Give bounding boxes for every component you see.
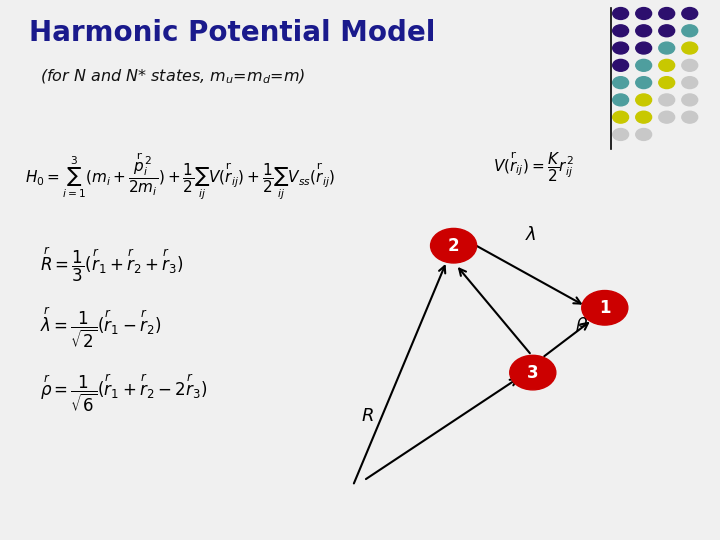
Circle shape	[613, 129, 629, 140]
Text: $\overset{r}{R}=\dfrac{1}{3}(\overset{r}{r}_1+\overset{r}{r}_2+\overset{r}{r}_3): $\overset{r}{R}=\dfrac{1}{3}(\overset{r}…	[40, 246, 184, 284]
Circle shape	[659, 94, 675, 106]
Circle shape	[682, 59, 698, 71]
Circle shape	[636, 8, 652, 19]
Circle shape	[431, 228, 477, 263]
Circle shape	[682, 8, 698, 19]
Circle shape	[636, 94, 652, 106]
Circle shape	[582, 291, 628, 325]
Text: $H_0=\sum_{i=1}^{3}(m_i+\dfrac{\overset{\mathtt{r}}{p}_i^{\,2}}{2m_i})+\dfrac{1}: $H_0=\sum_{i=1}^{3}(m_i+\dfrac{\overset{…	[25, 151, 336, 202]
Circle shape	[636, 42, 652, 54]
Text: $R$: $R$	[361, 407, 374, 425]
Circle shape	[659, 42, 675, 54]
Circle shape	[659, 25, 675, 37]
Text: 3: 3	[527, 363, 539, 382]
Text: (for N and N* states, m$_u$=m$_d$=m): (for N and N* states, m$_u$=m$_d$=m)	[40, 68, 305, 86]
Text: $\overset{r}{\lambda}=\dfrac{1}{\sqrt{2}}(\overset{r}{r}_1-\overset{r}{r}_2)$: $\overset{r}{\lambda}=\dfrac{1}{\sqrt{2}…	[40, 305, 161, 350]
Circle shape	[682, 25, 698, 37]
Text: $V(\overset{\mathtt{r}}{r}_{ij})=\dfrac{K}{2}r_{ij}^2$: $V(\overset{\mathtt{r}}{r}_{ij})=\dfrac{…	[493, 151, 574, 184]
Text: 2: 2	[448, 237, 459, 255]
Circle shape	[613, 59, 629, 71]
Text: $\lambda$: $\lambda$	[525, 226, 536, 244]
Circle shape	[636, 25, 652, 37]
Circle shape	[613, 42, 629, 54]
Text: 1: 1	[599, 299, 611, 317]
Circle shape	[636, 111, 652, 123]
Circle shape	[613, 25, 629, 37]
Circle shape	[682, 77, 698, 89]
Circle shape	[613, 77, 629, 89]
Circle shape	[659, 77, 675, 89]
Circle shape	[682, 111, 698, 123]
Circle shape	[659, 111, 675, 123]
Circle shape	[613, 94, 629, 106]
Text: $\overset{r}{\rho}=\dfrac{1}{\sqrt{6}}(\overset{r}{r}_1+\overset{r}{r}_2-2\overs: $\overset{r}{\rho}=\dfrac{1}{\sqrt{6}}(\…	[40, 373, 207, 414]
Circle shape	[510, 355, 556, 390]
Text: $\rho$: $\rho$	[575, 315, 588, 333]
Circle shape	[613, 111, 629, 123]
Text: Harmonic Potential Model: Harmonic Potential Model	[29, 19, 435, 47]
Circle shape	[636, 59, 652, 71]
Circle shape	[659, 8, 675, 19]
Circle shape	[636, 77, 652, 89]
Circle shape	[613, 8, 629, 19]
Circle shape	[659, 59, 675, 71]
Circle shape	[682, 94, 698, 106]
Circle shape	[636, 129, 652, 140]
Circle shape	[682, 42, 698, 54]
